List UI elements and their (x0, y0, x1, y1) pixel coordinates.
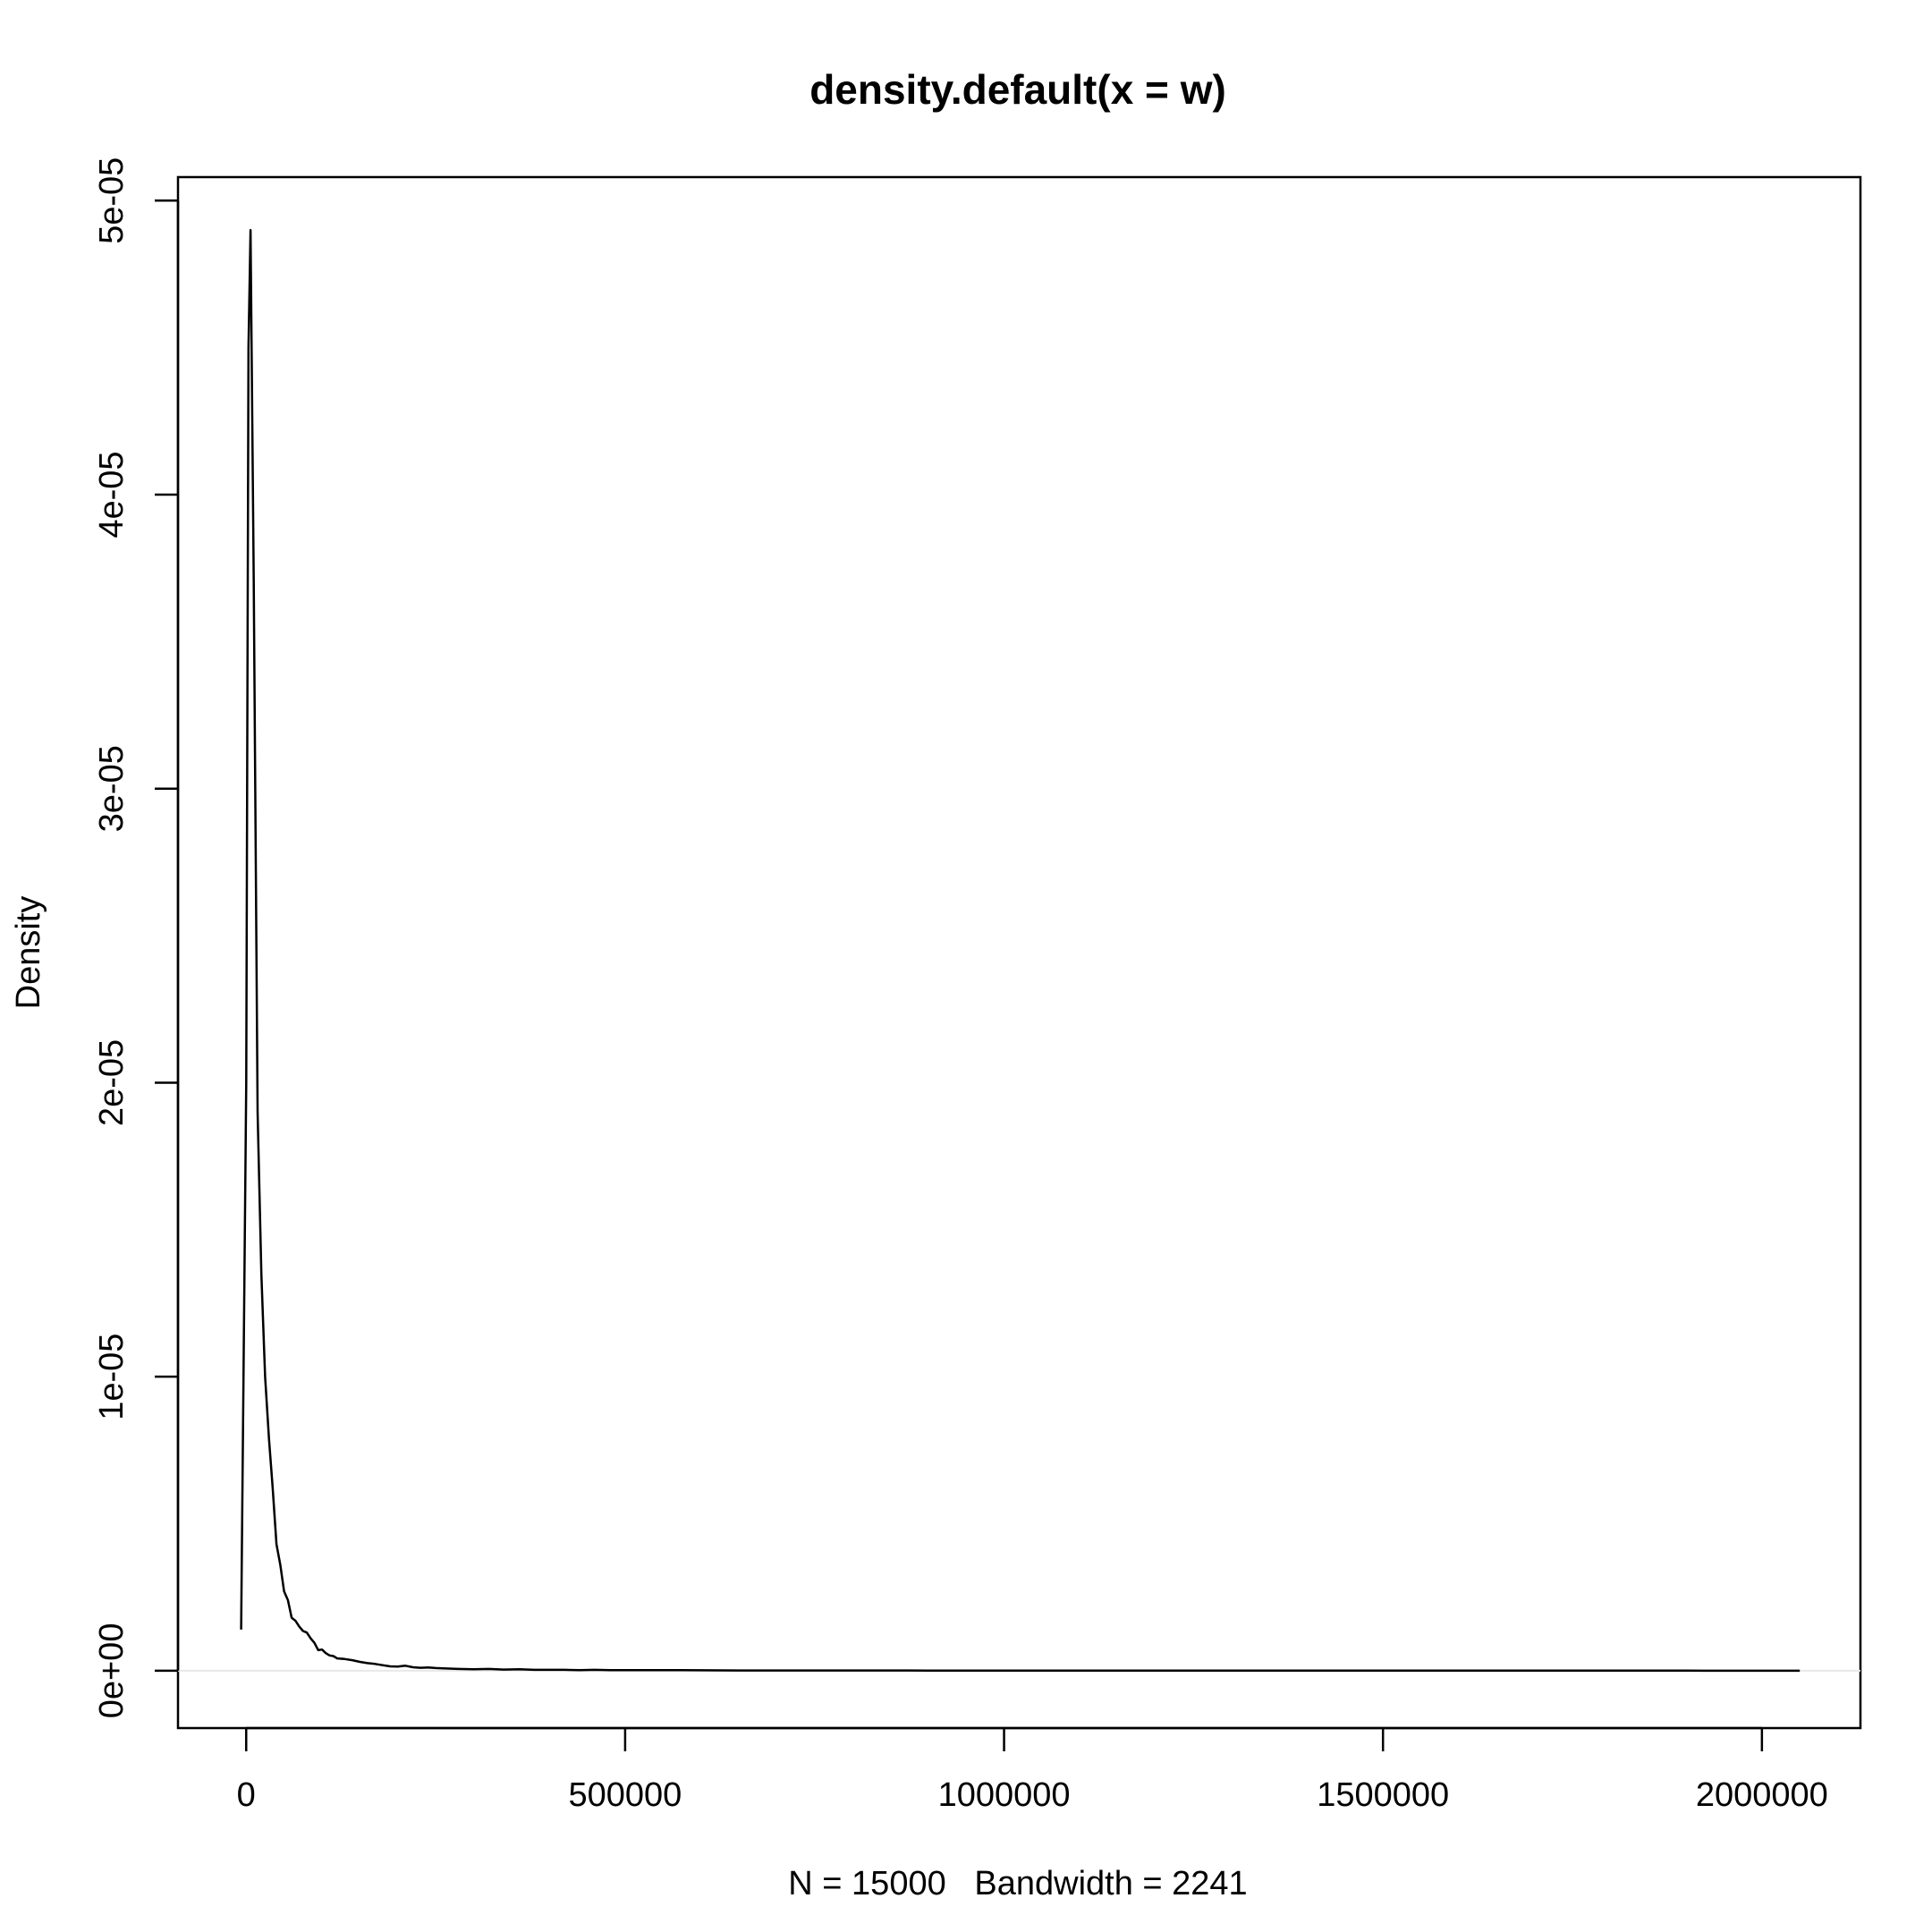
y-tick-label: 3e-05 (93, 745, 131, 832)
x-tick-label: 0 (237, 1776, 256, 1814)
y-tick-label: 5e-05 (93, 157, 131, 244)
x-axis: 0 500000 1000000 1500000 2000000 (237, 1726, 1828, 1814)
density-curve (240, 228, 1801, 1673)
x-tick-label: 2000000 (1696, 1776, 1828, 1814)
y-tick-label: 0e+00 (93, 1623, 131, 1719)
plot-frame (176, 175, 1862, 1730)
y-tick-label: 4e-05 (93, 451, 131, 538)
y-tick-label: 2e-05 (93, 1039, 131, 1126)
chart-title: density.default(x = w) (809, 66, 1226, 113)
x-axis-label: N = 15000 Bandwidth = 2241 (788, 1865, 1247, 1902)
x-tick-label: 500000 (568, 1776, 682, 1814)
x-tick-label: 1000000 (938, 1776, 1071, 1814)
y-axis: 0e+00 1e-05 2e-05 3e-05 4e-05 5e-05 (93, 157, 180, 1719)
y-axis-label: Density (10, 896, 47, 1010)
x-tick-label: 1500000 (1317, 1776, 1449, 1814)
y-tick-label: 1e-05 (93, 1334, 131, 1420)
